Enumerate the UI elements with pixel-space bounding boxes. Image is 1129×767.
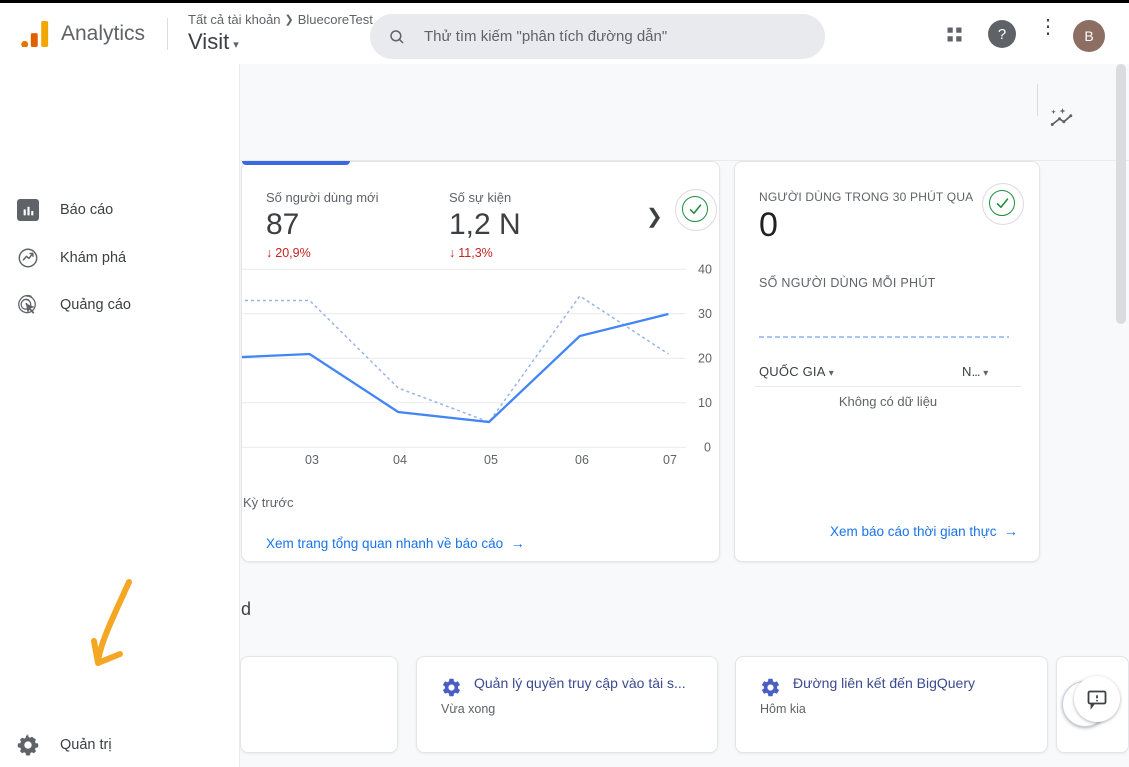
svg-text:20: 20 xyxy=(698,352,712,366)
svg-text:40: 40 xyxy=(698,263,712,277)
svg-text:04: 04 xyxy=(393,453,407,467)
svg-text:05: 05 xyxy=(484,453,498,467)
svg-text:30: 30 xyxy=(698,307,712,321)
svg-text:0: 0 xyxy=(704,441,711,455)
svg-text:07: 07 xyxy=(663,453,677,467)
svg-text:06: 06 xyxy=(575,453,589,467)
svg-text:10: 10 xyxy=(698,396,712,410)
svg-text:03: 03 xyxy=(305,453,319,467)
